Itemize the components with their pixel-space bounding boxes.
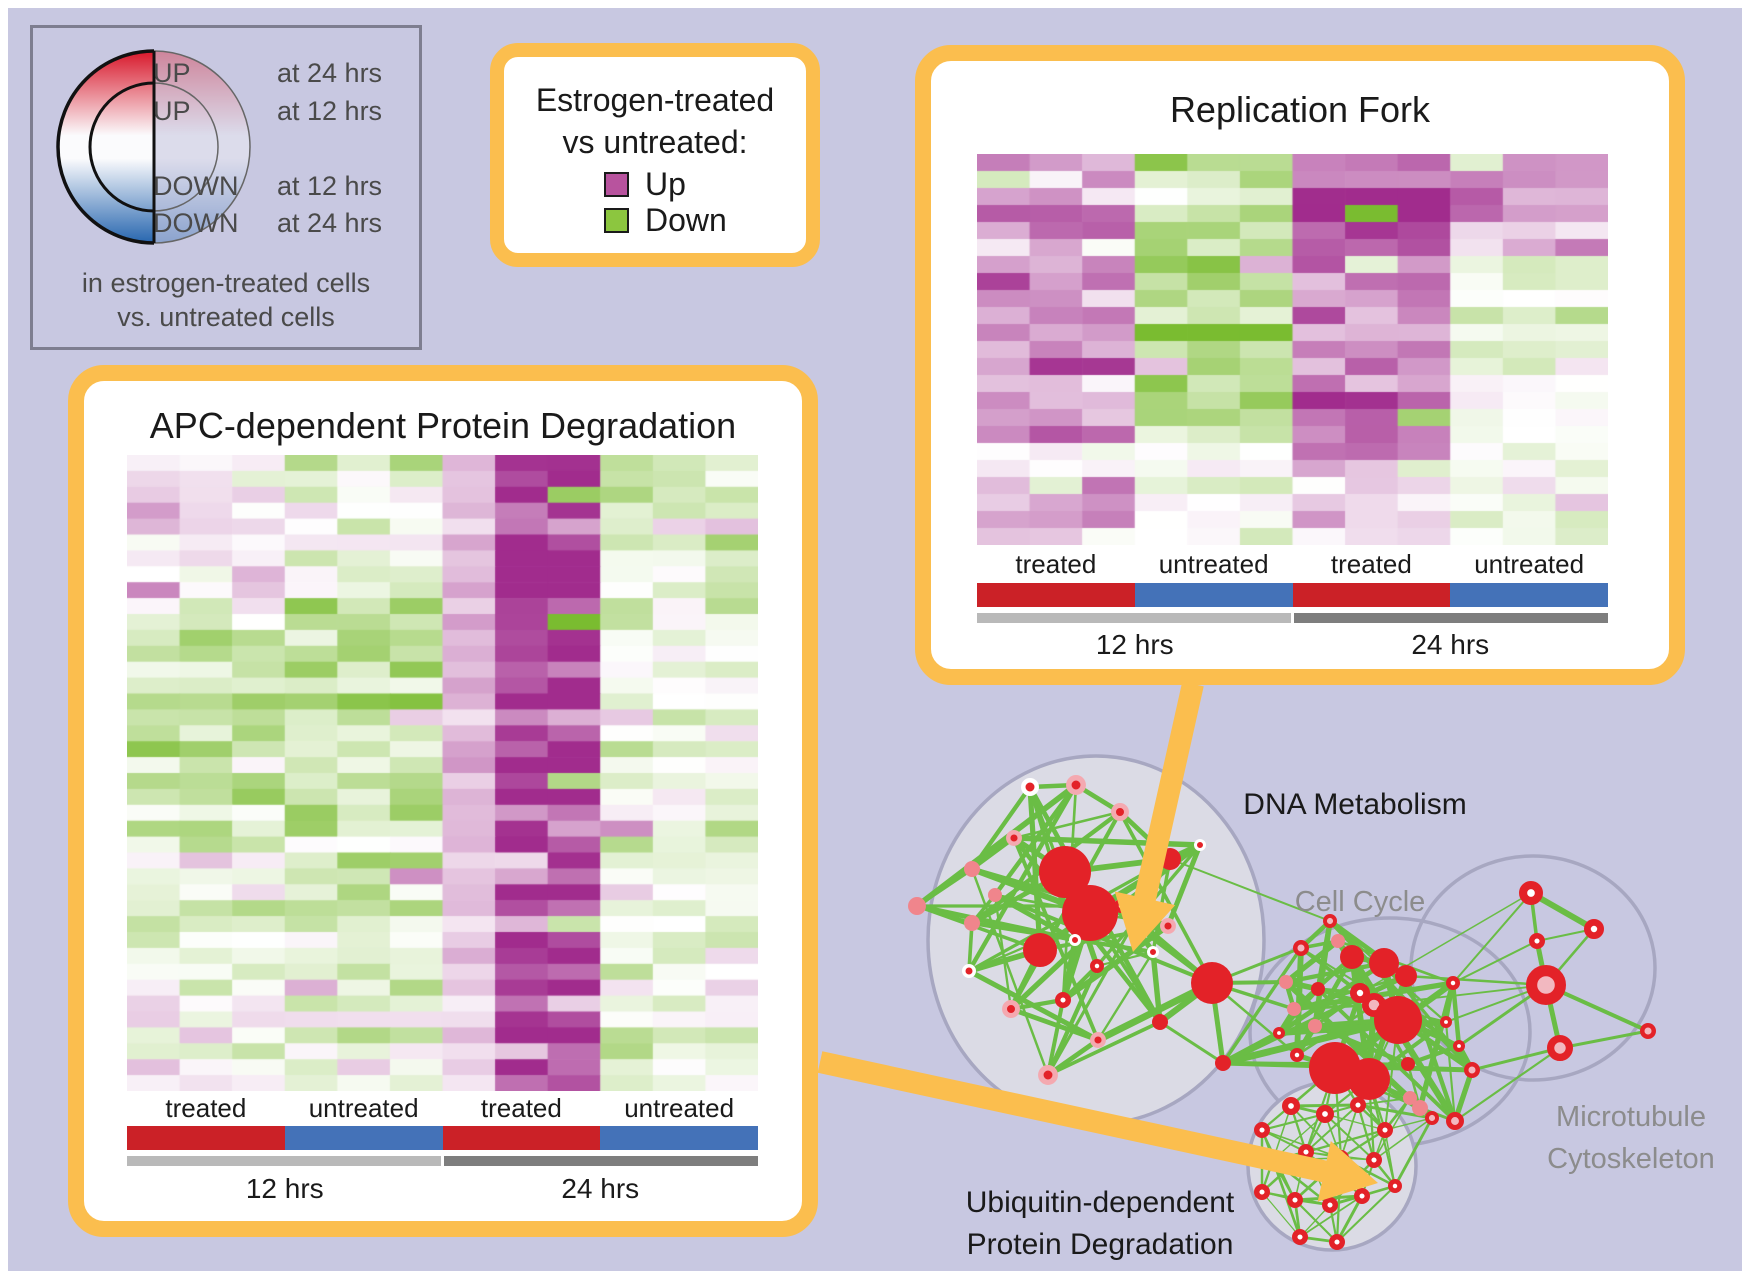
replication-fork-title: Replication Fork	[1169, 89, 1431, 130]
apc-heatmap	[127, 455, 758, 1091]
legend-item-down: Down	[604, 201, 727, 238]
apc-time-labels: 12 hrs 24 hrs	[127, 1173, 758, 1207]
apc-group-label: untreated	[308, 1093, 419, 1123]
scale-caption-line1: in estrogen-treated cells	[81, 268, 371, 298]
color-legend-title-line2: vs untreated:	[562, 124, 748, 160]
apc-time-label-12: 12 hrs	[245, 1173, 324, 1204]
treated-bar	[1292, 583, 1451, 607]
microtubule-label-line2: Cytoskeleton	[1547, 1143, 1715, 1175]
untreated-bar	[284, 1126, 443, 1150]
updown-scale-donut-icon	[56, 49, 251, 245]
untreated-bar	[1134, 583, 1293, 607]
rf-time-labels: 12 hrs 24 hrs	[977, 629, 1608, 663]
cluster-label-dna-metabolism: DNA Metabolism	[1243, 788, 1467, 821]
untreated-bar	[1450, 583, 1608, 607]
scale-time: at 12 hrs	[277, 96, 383, 126]
cluster-label-microtubule-cytoskeleton: Microtubule Cytoskeleton	[1528, 1096, 1734, 1180]
cluster-label-ubiquitin-degradation: Ubiquitin-dependent Protein Degradation	[950, 1182, 1250, 1266]
apc-time-bar	[127, 1156, 758, 1166]
updown-color-legend: Estrogen-treated vs untreated: Up Down	[490, 43, 820, 267]
rf-treatment-bar	[977, 583, 1608, 607]
rf-group-labels: treated untreated treated untreated	[977, 549, 1608, 579]
rf-group-label: untreated	[1158, 549, 1269, 579]
time-bar-12hrs	[127, 1156, 441, 1166]
apc-group-labels: treated untreated treated untreated	[127, 1093, 758, 1123]
updown-scale-legend: UP at 24 hrs UP at 12 hrs DOWN at 12 hrs…	[30, 25, 422, 350]
ubiquitin-label-line1: Ubiquitin-dependent	[965, 1186, 1235, 1219]
time-bar-24hrs	[1294, 613, 1608, 623]
cluster-label-cell-cycle: Cell Cycle	[1294, 886, 1426, 918]
scale-direction: DOWN	[153, 208, 239, 238]
time-bar-24hrs	[444, 1156, 758, 1166]
scale-direction: DOWN	[153, 171, 239, 201]
apc-group-label: treated	[165, 1093, 247, 1123]
scale-time: at 24 hrs	[277, 58, 383, 88]
replication-fork-heatmap	[977, 154, 1608, 545]
treated-bar	[127, 1126, 285, 1150]
time-bar-12hrs	[977, 613, 1291, 623]
down-color-swatch-icon	[604, 207, 629, 233]
legend-item-up-label: Up	[645, 165, 686, 202]
scale-time: at 12 hrs	[277, 171, 383, 201]
rf-group-label: treated	[1015, 549, 1097, 579]
scale-direction: UP	[153, 96, 191, 126]
apc-group-label: untreated	[624, 1093, 735, 1123]
scale-time: at 24 hrs	[277, 208, 383, 238]
rf-time-label-12: 12 hrs	[1095, 629, 1174, 660]
ubiquitin-label-line2: Protein Degradation	[966, 1228, 1234, 1261]
scale-caption-line2: vs. untreated cells	[117, 302, 335, 332]
replication-fork-panel: Replication Fork treated untreated treat…	[915, 45, 1685, 685]
treated-bar	[977, 583, 1135, 607]
rf-time-label-24: 24 hrs	[1411, 629, 1490, 660]
microtubule-label-line1: Microtubule	[1556, 1101, 1706, 1133]
rf-time-bar	[977, 613, 1608, 623]
apc-group-label: treated	[480, 1093, 562, 1123]
scale-direction: UP	[153, 58, 191, 88]
untreated-bar	[600, 1126, 758, 1150]
rf-group-label: treated	[1330, 549, 1412, 579]
color-legend-title: Estrogen-treated vs untreated:	[504, 79, 806, 163]
rf-group-label: untreated	[1474, 549, 1585, 579]
apc-time-label-24: 24 hrs	[561, 1173, 640, 1204]
up-color-swatch-icon	[604, 171, 629, 197]
color-legend-title-line1: Estrogen-treated	[535, 82, 775, 118]
legend-item-up: Up	[604, 165, 686, 202]
apc-title: APC-dependent Protein Degradation	[149, 405, 737, 446]
treated-bar	[442, 1126, 601, 1150]
apc-treatment-bar	[127, 1126, 758, 1150]
legend-item-down-label: Down	[645, 201, 727, 238]
apc-panel: APC-dependent Protein Degradation treate…	[68, 365, 818, 1237]
